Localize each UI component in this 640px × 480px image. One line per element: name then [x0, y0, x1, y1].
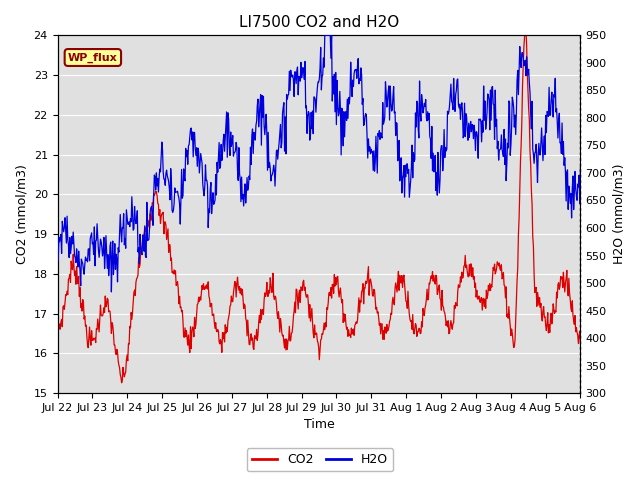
Legend: CO2, H2O: CO2, H2O [247, 448, 393, 471]
X-axis label: Time: Time [303, 419, 334, 432]
Y-axis label: CO2 (mmol/m3): CO2 (mmol/m3) [15, 164, 28, 264]
Text: WP_flux: WP_flux [68, 52, 118, 63]
Title: LI7500 CO2 and H2O: LI7500 CO2 and H2O [239, 15, 399, 30]
Y-axis label: H2O (mmol/m3): H2O (mmol/m3) [612, 164, 625, 264]
